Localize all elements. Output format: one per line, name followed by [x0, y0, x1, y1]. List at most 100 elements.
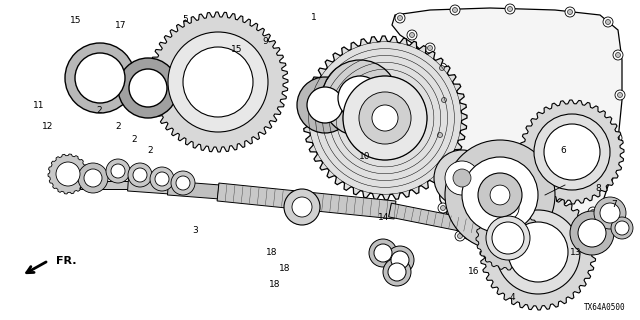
Circle shape	[84, 169, 102, 187]
Polygon shape	[520, 100, 624, 204]
Circle shape	[616, 52, 621, 58]
Circle shape	[111, 164, 125, 178]
Text: 18: 18	[279, 264, 291, 273]
Circle shape	[133, 168, 147, 182]
Polygon shape	[477, 224, 511, 239]
Circle shape	[307, 87, 343, 123]
Text: 1: 1	[311, 13, 316, 22]
Circle shape	[600, 203, 620, 223]
Circle shape	[410, 33, 415, 37]
Text: 17: 17	[115, 21, 126, 30]
Circle shape	[397, 15, 403, 20]
Circle shape	[425, 43, 435, 53]
Circle shape	[338, 76, 382, 120]
Circle shape	[455, 231, 465, 241]
Circle shape	[284, 189, 320, 225]
Text: 3: 3	[193, 226, 198, 235]
Text: 14: 14	[378, 213, 390, 222]
Text: 4: 4	[509, 293, 515, 302]
Text: 2: 2	[148, 146, 153, 155]
Circle shape	[614, 135, 620, 140]
Circle shape	[437, 63, 447, 73]
Polygon shape	[168, 181, 221, 199]
Circle shape	[566, 245, 570, 251]
Circle shape	[570, 211, 614, 255]
Text: TX64A0500: TX64A0500	[584, 303, 625, 312]
Text: 18: 18	[269, 280, 281, 289]
Circle shape	[445, 140, 555, 250]
Polygon shape	[127, 179, 170, 194]
Polygon shape	[485, 186, 529, 230]
Circle shape	[440, 205, 445, 211]
Circle shape	[565, 7, 575, 17]
Circle shape	[128, 163, 152, 187]
Circle shape	[433, 170, 443, 180]
Polygon shape	[80, 181, 130, 189]
Text: 16: 16	[468, 268, 479, 276]
Circle shape	[445, 161, 479, 195]
Circle shape	[458, 234, 463, 238]
Circle shape	[428, 45, 433, 51]
Circle shape	[544, 124, 600, 180]
Polygon shape	[148, 12, 288, 152]
Circle shape	[615, 221, 629, 235]
Circle shape	[388, 263, 406, 281]
Circle shape	[395, 13, 405, 23]
Circle shape	[372, 105, 398, 131]
Circle shape	[505, 4, 515, 14]
Circle shape	[492, 222, 524, 254]
Polygon shape	[480, 194, 596, 310]
Circle shape	[605, 20, 611, 25]
Circle shape	[495, 196, 519, 220]
Text: FR.: FR.	[56, 256, 76, 266]
Circle shape	[594, 197, 626, 229]
Circle shape	[603, 173, 613, 183]
Circle shape	[435, 172, 440, 178]
Circle shape	[118, 58, 178, 118]
Polygon shape	[388, 203, 481, 235]
Text: 6: 6	[561, 146, 566, 155]
Circle shape	[292, 197, 312, 217]
Circle shape	[359, 92, 411, 144]
Circle shape	[176, 176, 190, 190]
Circle shape	[183, 47, 253, 117]
Circle shape	[496, 210, 580, 294]
Circle shape	[129, 69, 167, 107]
Circle shape	[612, 133, 622, 143]
Circle shape	[171, 171, 195, 195]
Circle shape	[106, 159, 130, 183]
Circle shape	[450, 5, 460, 15]
Text: 15: 15	[231, 45, 243, 54]
Circle shape	[490, 250, 495, 254]
Text: 5: 5	[183, 15, 188, 24]
Circle shape	[297, 77, 353, 133]
Circle shape	[438, 203, 448, 213]
Text: 8: 8	[596, 184, 601, 193]
Circle shape	[452, 7, 458, 12]
Circle shape	[527, 254, 532, 260]
Text: 2: 2	[97, 106, 102, 115]
Text: 13: 13	[570, 248, 582, 257]
Circle shape	[386, 246, 414, 274]
Text: 7: 7	[612, 200, 617, 209]
Text: 9: 9	[263, 37, 268, 46]
Text: 15: 15	[70, 16, 81, 25]
Circle shape	[462, 157, 538, 233]
Circle shape	[578, 219, 606, 247]
Circle shape	[168, 32, 268, 132]
Circle shape	[603, 17, 613, 27]
Circle shape	[534, 114, 610, 190]
Circle shape	[442, 98, 447, 102]
Text: 18: 18	[266, 248, 278, 257]
Circle shape	[613, 50, 623, 60]
Polygon shape	[392, 8, 622, 258]
Circle shape	[478, 173, 522, 217]
Circle shape	[75, 53, 125, 103]
Text: 2: 2	[132, 135, 137, 144]
Circle shape	[618, 92, 623, 98]
Text: 2: 2	[116, 122, 121, 131]
Circle shape	[56, 162, 80, 186]
Circle shape	[435, 130, 445, 140]
Polygon shape	[476, 206, 540, 270]
Circle shape	[439, 95, 449, 105]
